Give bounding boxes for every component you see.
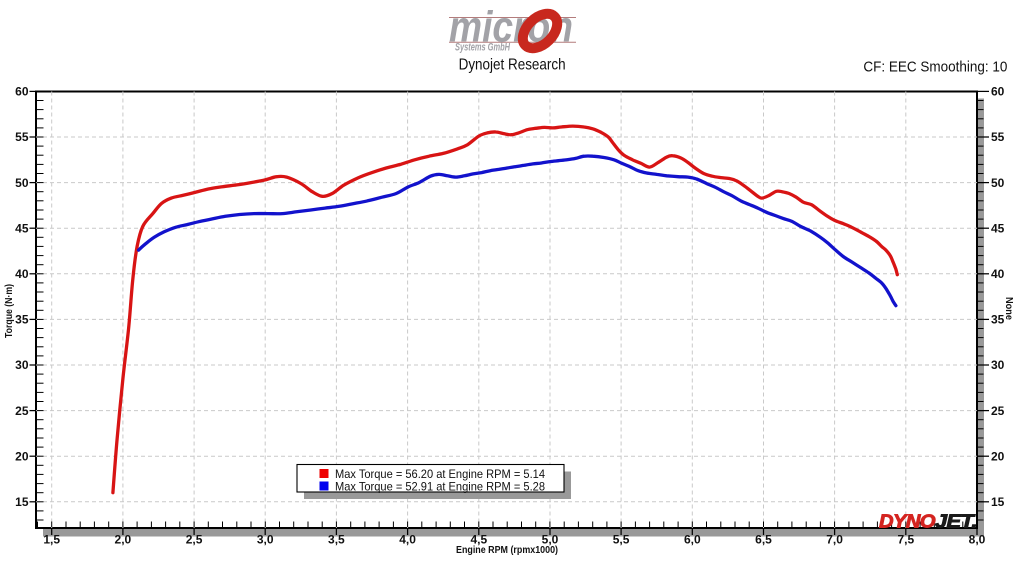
- svg-text:40: 40: [991, 267, 1005, 281]
- svg-text:1,5: 1,5: [43, 533, 60, 547]
- svg-text:25: 25: [15, 404, 29, 418]
- svg-text:30: 30: [15, 358, 29, 372]
- svg-text:4,0: 4,0: [399, 533, 416, 547]
- svg-text:Engine RPM (rpmx1000): Engine RPM (rpmx1000): [456, 545, 558, 556]
- svg-text:5,5: 5,5: [613, 533, 630, 547]
- svg-text:35: 35: [15, 313, 29, 327]
- svg-text:20: 20: [15, 449, 29, 463]
- svg-text:50: 50: [991, 176, 1005, 190]
- svg-text:20: 20: [991, 449, 1005, 463]
- svg-text:60: 60: [15, 85, 29, 99]
- svg-text:55: 55: [991, 130, 1005, 144]
- svg-text:7,0: 7,0: [826, 533, 843, 547]
- svg-text:DYNO: DYNO: [879, 512, 936, 532]
- svg-text:CF: EEC Smoothing: 10: CF: EEC Smoothing: 10: [863, 59, 1007, 76]
- svg-text:2,0: 2,0: [115, 533, 132, 547]
- svg-text:Dynojet Research: Dynojet Research: [459, 57, 566, 74]
- svg-text:55: 55: [15, 130, 29, 144]
- svg-text:60: 60: [991, 85, 1005, 99]
- svg-text:45: 45: [15, 221, 29, 235]
- svg-text:30: 30: [991, 358, 1005, 372]
- svg-text:15: 15: [15, 495, 29, 509]
- svg-text:8,0: 8,0: [969, 533, 986, 547]
- svg-text:2,5: 2,5: [186, 533, 203, 547]
- svg-text:6,5: 6,5: [755, 533, 772, 547]
- svg-text:15: 15: [991, 495, 1005, 509]
- svg-text:4,5: 4,5: [470, 533, 487, 547]
- svg-text:3,5: 3,5: [328, 533, 345, 547]
- svg-text:Torque (N·m): Torque (N·m): [4, 284, 15, 338]
- svg-text:35: 35: [991, 313, 1005, 327]
- svg-text:JET.: JET.: [935, 512, 977, 532]
- svg-text:25: 25: [991, 404, 1005, 418]
- svg-text:Systems GmbH: Systems GmbH: [455, 42, 511, 54]
- svg-text:50: 50: [15, 176, 29, 190]
- svg-text:Max Torque = 52.91 at Engine R: Max Torque = 52.91 at Engine RPM = 5.28: [335, 480, 545, 494]
- svg-text:Max Torque = 56.20 at Engine R: Max Torque = 56.20 at Engine RPM = 5.14: [335, 467, 545, 481]
- svg-text:45: 45: [991, 221, 1005, 235]
- svg-text:7,5: 7,5: [897, 533, 914, 547]
- svg-text:6,0: 6,0: [684, 533, 701, 547]
- svg-text:None: None: [1003, 297, 1014, 320]
- svg-text:5,0: 5,0: [542, 533, 559, 547]
- svg-text:3,0: 3,0: [257, 533, 274, 547]
- svg-text:40: 40: [15, 267, 29, 281]
